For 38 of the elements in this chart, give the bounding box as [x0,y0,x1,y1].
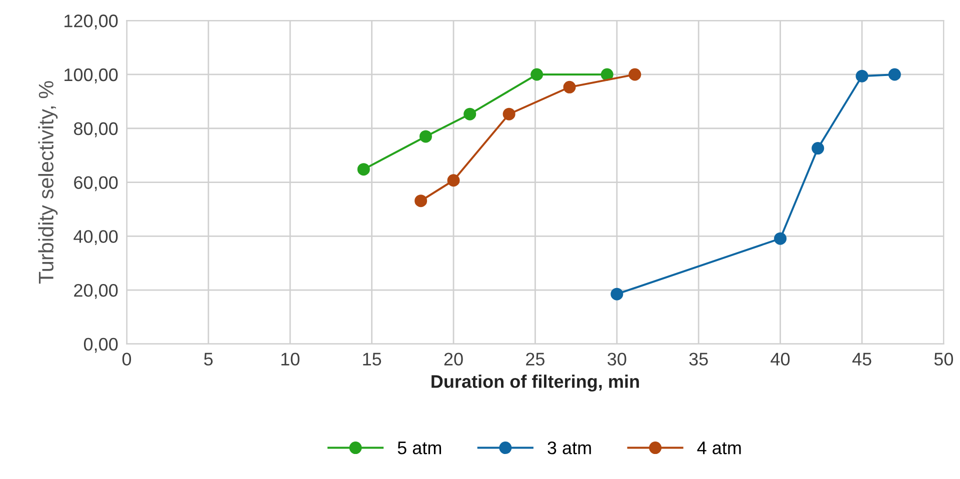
y-tick-label: 60,00 [74,176,118,192]
y-tick-label: 80,00 [74,122,118,138]
x-axis-title: Duration of filtering, min [432,374,639,392]
x-tick-label: 30 [608,352,626,366]
x-tick-label: 10 [281,352,300,366]
x-tick-label: 25 [526,352,544,366]
point [464,108,476,120]
point [856,70,868,82]
y-tick-label: 120,00 [64,14,118,30]
x-tick-label: 0 [122,352,132,366]
x-tick-label: 20 [444,352,463,366]
y-tick-label: 100,00 [64,68,118,84]
point [502,108,516,120]
point [357,163,370,176]
point [600,68,614,81]
x-tick-label: 5 [204,352,213,366]
point [447,174,460,187]
point [812,142,824,155]
point [610,288,624,300]
x-tick-label: 50 [934,352,954,366]
point [563,80,576,94]
y-tick-label: 0,00 [84,338,118,353]
x-tick-label: 15 [363,352,382,366]
point [774,232,787,245]
x-tick-label: 35 [689,352,708,366]
legend-label: 4 atm [697,442,741,454]
y-tick-label: 20,00 [74,284,118,299]
y-axis-title: Turbidity selectivity, % [38,81,58,284]
point [419,130,432,143]
point [530,68,544,81]
point [414,194,428,208]
x-tick-label: 40 [770,352,790,366]
point [628,68,642,81]
legend-label: 5 atm [398,442,442,454]
point [888,68,901,81]
legend-label: 3 atm [548,441,591,454]
y-tick-label: 40,00 [74,230,118,245]
x-tick-label: 45 [852,352,872,366]
